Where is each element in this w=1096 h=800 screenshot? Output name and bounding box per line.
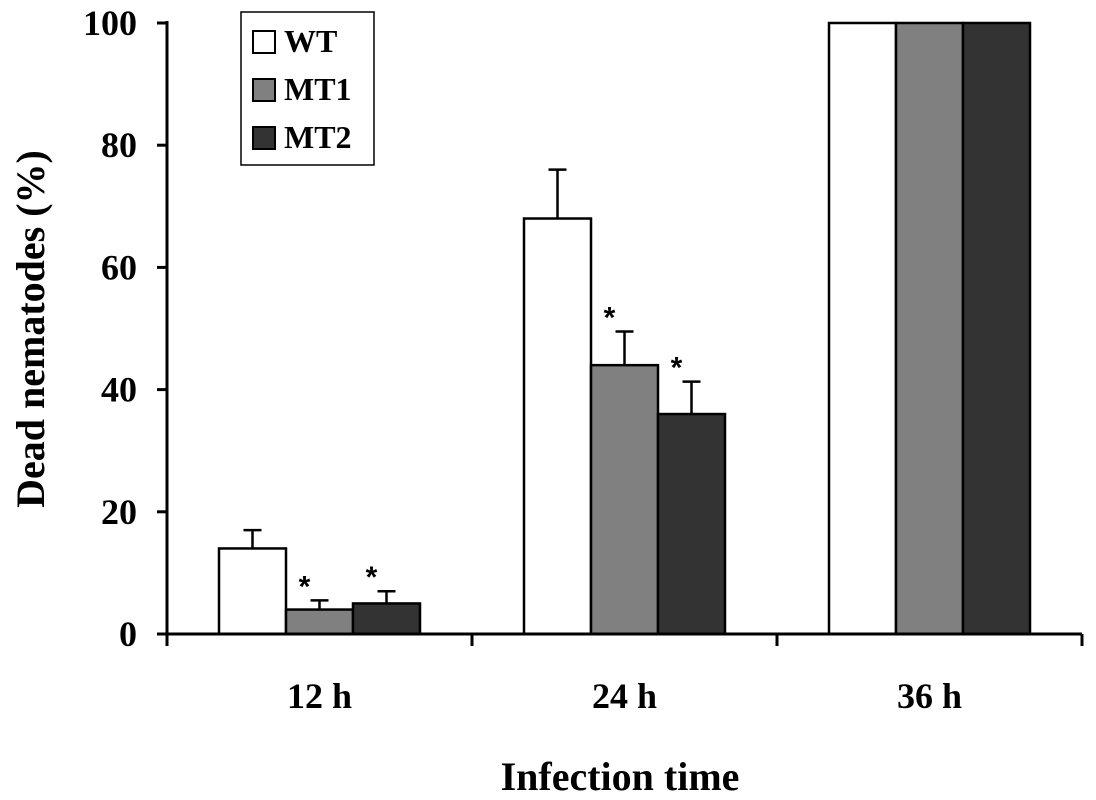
y-axis-title: Dead nematodes (%) (8, 150, 53, 508)
y-tick-label: 60 (101, 247, 137, 287)
bar-mt2-1 (656, 412, 727, 636)
bar-mt2-0 (351, 602, 422, 636)
x-tick-label: 36 h (897, 676, 962, 716)
legend-swatch-mt1 (252, 78, 276, 102)
legend-label-mt1: MT1 (284, 71, 352, 107)
bar-wt-1 (522, 217, 593, 636)
significance-marker: * (671, 352, 683, 385)
bar-wt-2 (827, 21, 898, 636)
legend-label-mt2: MT2 (284, 119, 352, 155)
bar-mt1-1 (589, 363, 660, 636)
y-tick-label: 40 (101, 370, 137, 410)
y-tick-label: 100 (83, 3, 137, 43)
legend-label-wt: WT (284, 23, 337, 59)
significance-marker: * (604, 302, 616, 335)
legend-swatch-wt (252, 30, 276, 54)
y-tick-label: 80 (101, 125, 137, 165)
x-axis-title: Infection time (501, 754, 740, 799)
legend-swatch-mt2 (252, 126, 276, 150)
bar-mt2-2 (961, 21, 1032, 636)
x-tick-label: 12 h (287, 676, 352, 716)
significance-marker: * (366, 561, 378, 594)
bar-wt-0 (217, 547, 288, 636)
x-tick-label: 24 h (592, 676, 657, 716)
y-tick-label: 0 (119, 614, 137, 654)
significance-marker: * (299, 570, 311, 603)
bar-mt1-0 (284, 608, 355, 636)
y-tick-label: 20 (101, 492, 137, 532)
bar-mt1-2 (894, 21, 965, 636)
